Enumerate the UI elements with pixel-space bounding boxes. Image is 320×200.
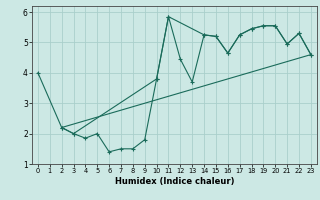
X-axis label: Humidex (Indice chaleur): Humidex (Indice chaleur) <box>115 177 234 186</box>
